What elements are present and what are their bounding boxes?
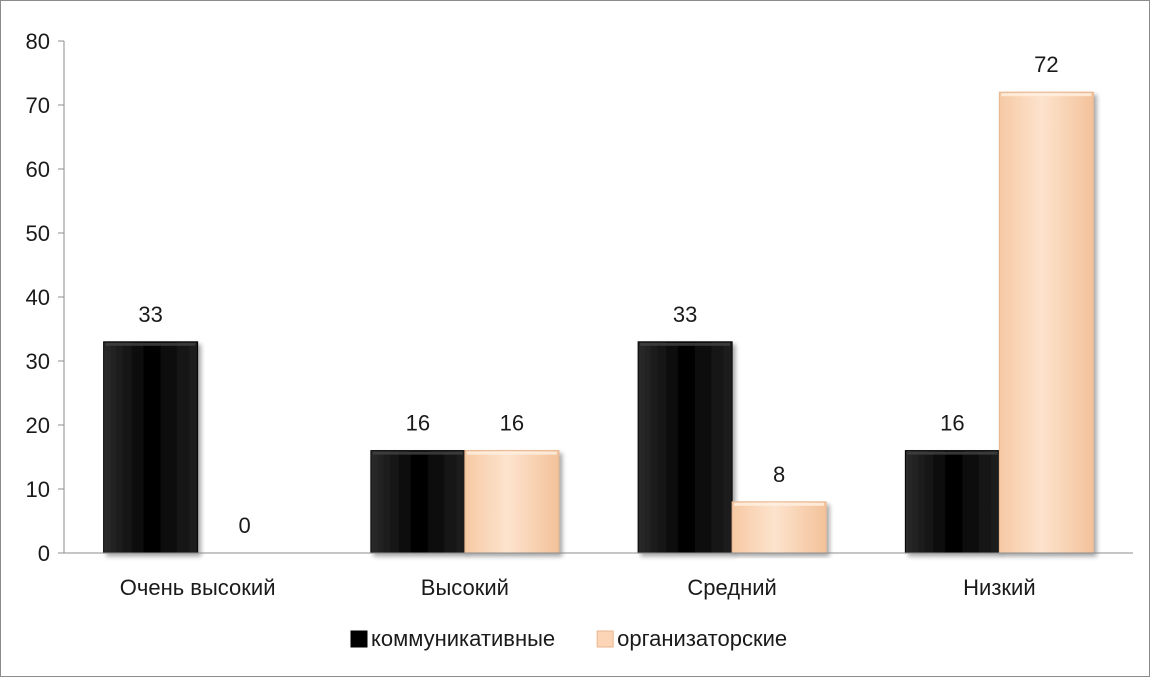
bar-bevel <box>1001 93 1092 97</box>
bar-bevel <box>640 342 731 346</box>
x-tick-label: Высокий <box>421 575 509 600</box>
y-tick-label: 70 <box>26 93 50 118</box>
x-tick-label: Средний <box>687 575 776 600</box>
legend-label: коммуникативные <box>371 626 555 651</box>
y-tick-label: 20 <box>26 413 50 438</box>
x-tick-label: Низкий <box>963 575 1035 600</box>
data-label: 16 <box>940 411 964 436</box>
bar-kommunikativnye <box>904 450 1000 554</box>
y-tick-label: 10 <box>26 477 50 502</box>
data-label: 16 <box>500 411 524 436</box>
data-label: 0 <box>239 513 251 538</box>
legend: коммуникативные организаторские <box>350 626 787 651</box>
y-tick-label: 60 <box>26 157 50 182</box>
legend-label: организаторские <box>617 626 787 651</box>
y-tick-label: 40 <box>26 285 50 310</box>
bar-bevel <box>907 451 998 455</box>
y-axis: 0 10 20 30 40 50 60 70 80 <box>26 29 65 566</box>
bar-bevel <box>466 451 557 455</box>
bar-organizatorskie <box>464 450 560 554</box>
bar-kommunikativnye <box>370 450 466 554</box>
bar-organizatorskie <box>998 91 1094 554</box>
data-label: 33 <box>673 302 697 327</box>
bar-bevel <box>105 342 196 346</box>
data-label: 72 <box>1034 52 1058 77</box>
x-tick-label: Очень высокий <box>120 575 276 600</box>
data-label: 33 <box>138 302 162 327</box>
x-axis: Очень высокий Высокий Средний Низкий <box>64 552 1133 600</box>
data-label: 8 <box>773 462 785 487</box>
bar-kommunikativnye <box>103 341 199 554</box>
y-tick-label: 80 <box>26 29 50 54</box>
bar-bevel <box>372 451 463 455</box>
y-tick-label: 50 <box>26 221 50 246</box>
y-tick-label: 30 <box>26 349 50 374</box>
bar-kommunikativnye <box>637 341 733 554</box>
bar-organizatorskie <box>731 501 827 554</box>
bar-bevel <box>734 502 825 506</box>
data-labels: 33 0 16 16 33 8 16 72 <box>138 52 1058 538</box>
y-tick-label: 0 <box>38 541 50 566</box>
legend-swatch <box>596 630 614 648</box>
data-label: 16 <box>406 411 430 436</box>
legend-swatch <box>350 630 368 648</box>
bars <box>103 91 1094 554</box>
